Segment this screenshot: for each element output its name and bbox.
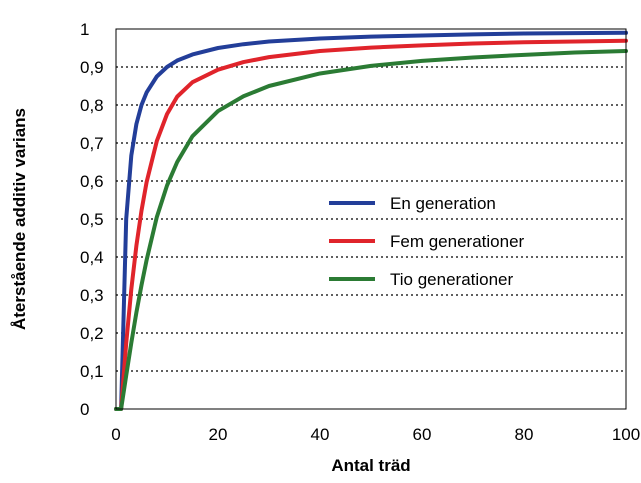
x-tick-label: 20	[209, 425, 228, 444]
series-lines	[114, 30, 628, 411]
y-tick-label: 0,2	[80, 324, 104, 343]
y-tick-label: 0,1	[80, 362, 104, 381]
y-tick-label: 0,7	[80, 134, 104, 153]
y-axis-title: Återstående additiv varians	[10, 108, 29, 330]
y-tick-label: 0,4	[80, 248, 104, 267]
legend-label: Fem generationer	[390, 232, 525, 251]
grid-lines	[116, 66, 626, 372]
plot-frame	[115, 28, 627, 410]
legend-label: En generation	[390, 194, 496, 213]
y-tick-label: 0	[80, 400, 89, 419]
x-tick-label: 60	[413, 425, 432, 444]
series-line-1	[114, 30, 628, 411]
x-tick-label: 100	[612, 425, 640, 444]
x-tick-label: 40	[311, 425, 330, 444]
y-axis-tick-labels: 0 0,1 0,2 0,3 0,4 0,5 0,6 0,7 0,8 0,9 1	[80, 20, 104, 419]
series-line-3	[114, 49, 628, 411]
legend-label: Tio generationer	[390, 270, 514, 289]
y-tick-label: 0,8	[80, 96, 104, 115]
y-tick-label: 0,5	[80, 210, 104, 229]
y-tick-label: 0,3	[80, 286, 104, 305]
y-tick-label: 0,9	[80, 58, 104, 77]
y-tick-label: 1	[80, 20, 89, 39]
x-axis-title: Antal träd	[331, 456, 410, 475]
x-tick-label: 80	[515, 425, 534, 444]
x-tick-label: 0	[111, 425, 120, 444]
y-tick-label: 0,6	[80, 172, 104, 191]
series-line-2	[114, 38, 628, 411]
x-axis-tick-labels: 0 20 40 60 80 100	[111, 425, 640, 444]
legend: En generation Fem generationer Tio generat…	[329, 194, 525, 289]
